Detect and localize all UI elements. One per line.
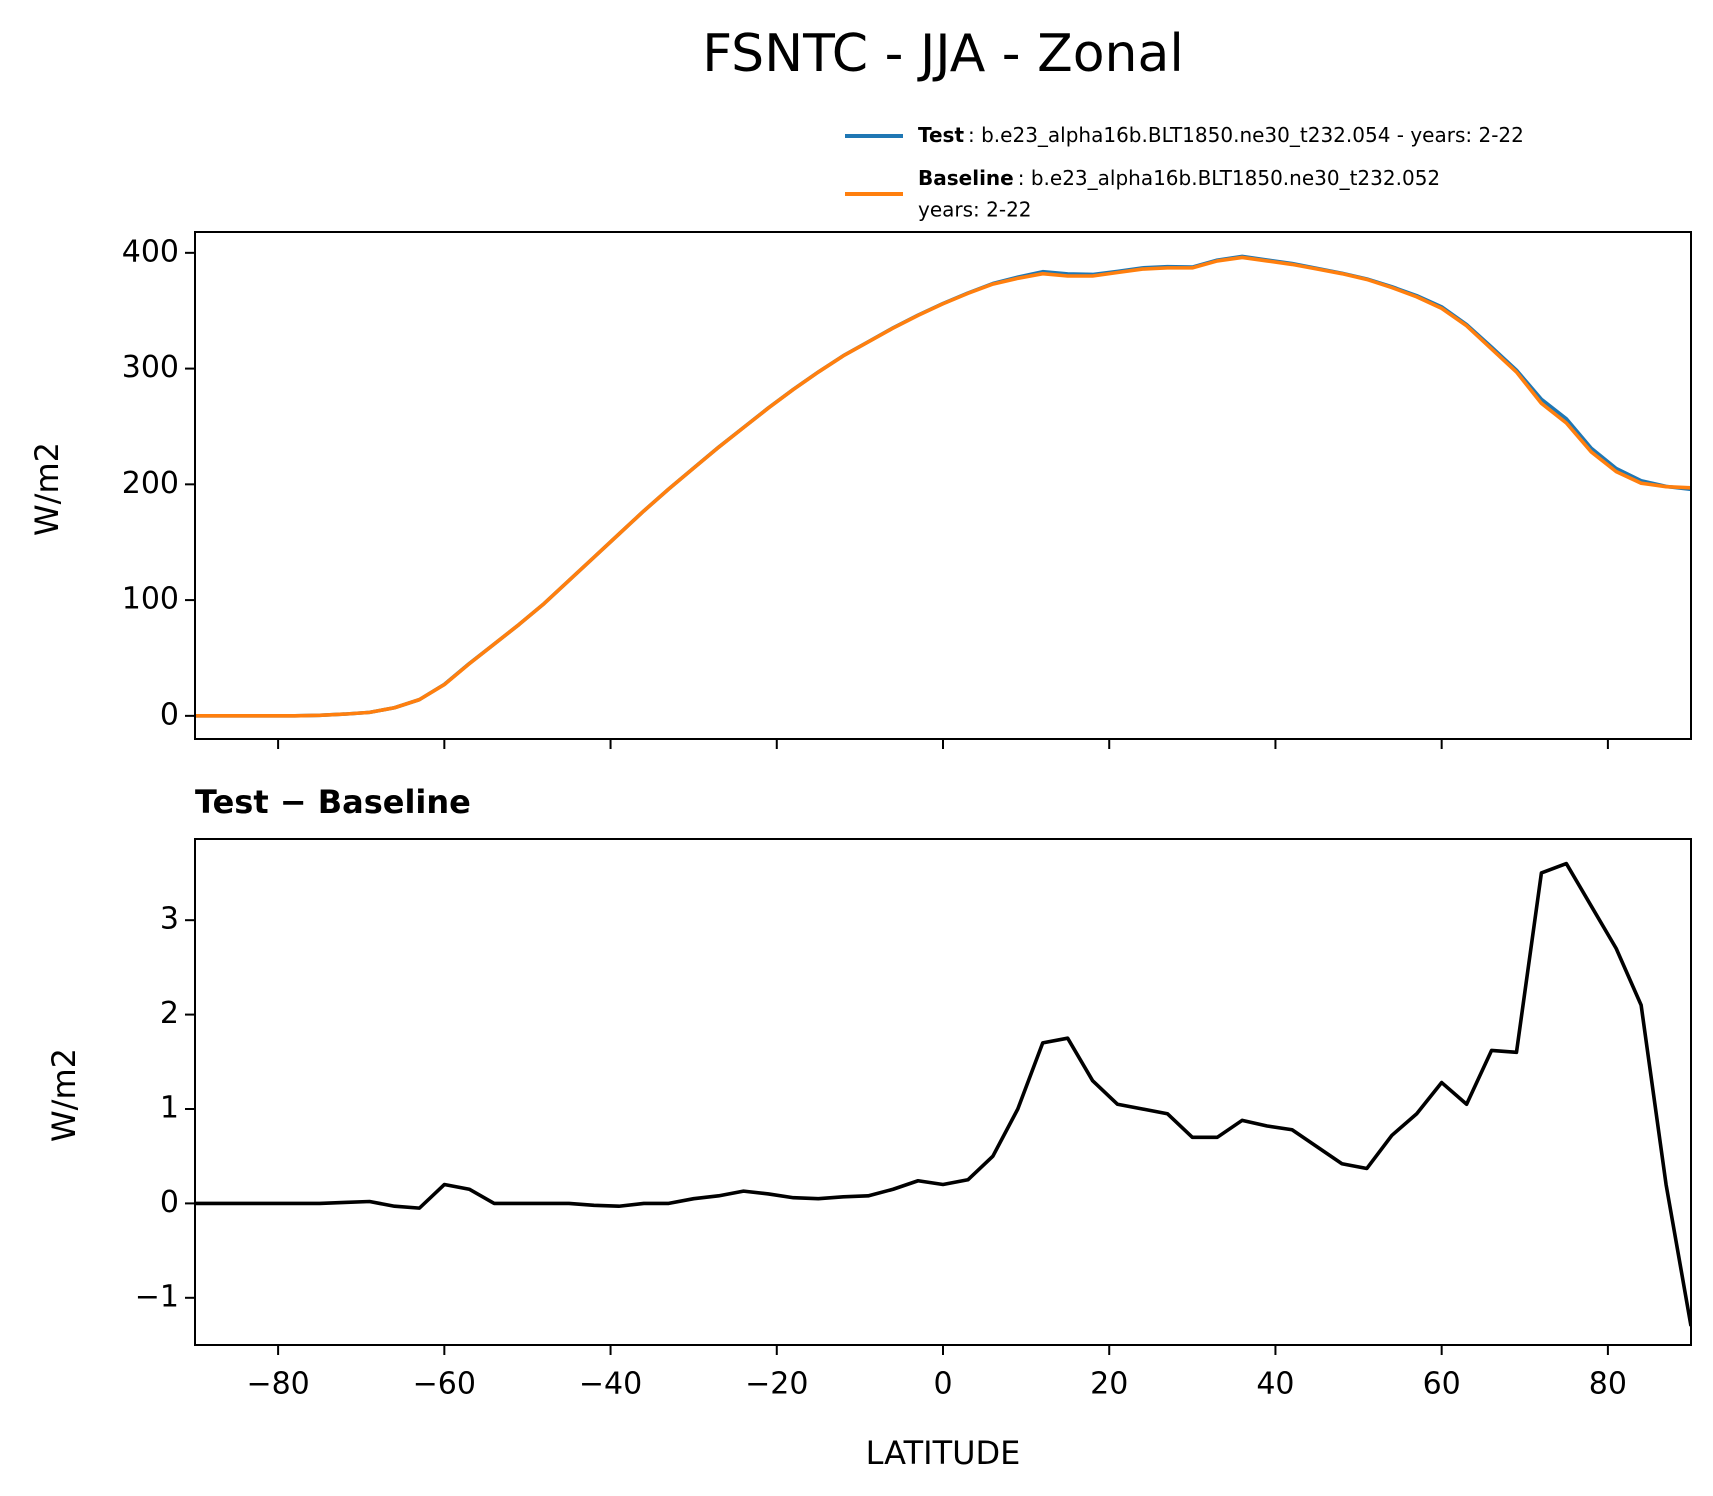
x-axis-label: LATITUDE xyxy=(866,1434,1021,1472)
y-tick-label: 100 xyxy=(122,582,179,617)
legend-name: Baseline xyxy=(918,166,1014,190)
y-tick-label: 400 xyxy=(122,234,179,269)
x-tick-label: 40 xyxy=(1256,1367,1294,1402)
y-axis-label: W/m2 xyxy=(45,1048,83,1142)
y-tick-label: 0 xyxy=(160,697,179,732)
x-tick-label: 0 xyxy=(933,1367,952,1402)
x-tick-label: 60 xyxy=(1423,1367,1461,1402)
x-tick-label: −20 xyxy=(745,1367,808,1402)
data-line xyxy=(195,255,1691,718)
y-tick-label: 2 xyxy=(160,996,179,1031)
y-tick-label: −1 xyxy=(135,1279,179,1314)
y-tick-label: 200 xyxy=(122,466,179,501)
plot-frame xyxy=(194,231,1692,740)
legend-text: : b.e23_alpha16b.BLT1850.ne30_t232.054 -… xyxy=(968,123,1524,147)
plot-frame xyxy=(194,838,1692,1346)
legend-name: Test xyxy=(918,123,964,147)
y-tick-label: 3 xyxy=(160,902,179,937)
y-tick-label: 1 xyxy=(160,1090,179,1125)
data-line xyxy=(195,861,1691,1327)
x-tick-label: 80 xyxy=(1589,1367,1627,1402)
y-tick-label: 0 xyxy=(160,1185,179,1220)
legend-label: years: 2-22 xyxy=(918,198,1032,222)
y-tick-label: 300 xyxy=(122,350,179,385)
legend-label: Test: b.e23_alpha16b.BLT1850.ne30_t232.0… xyxy=(918,123,1524,147)
legend-text: : b.e23_alpha16b.BLT1850.ne30_t232.052 xyxy=(1018,166,1440,190)
legend-label: Baseline: b.e23_alpha16b.BLT1850.ne30_t2… xyxy=(918,166,1440,190)
x-tick-label: 20 xyxy=(1090,1367,1128,1402)
y-axis-label: W/m2 xyxy=(28,442,66,536)
x-tick-label: −60 xyxy=(413,1367,476,1402)
x-tick-label: −80 xyxy=(246,1367,309,1402)
figure-title: FSNTC - JJA - Zonal xyxy=(702,24,1184,84)
x-tick-label: −40 xyxy=(579,1367,642,1402)
panel-title: Test − Baseline xyxy=(195,783,471,821)
